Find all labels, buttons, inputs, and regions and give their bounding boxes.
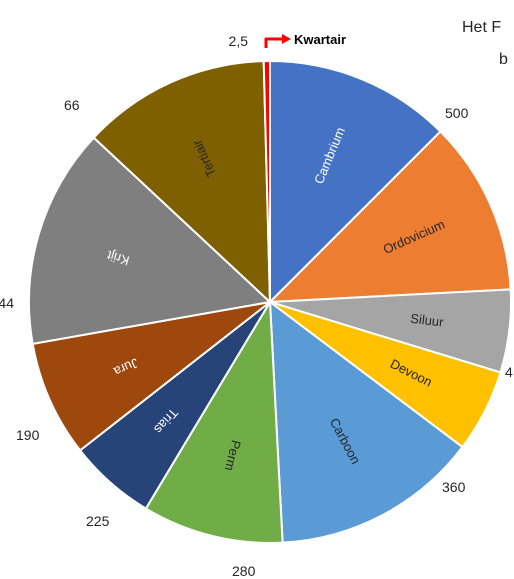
boundary-label-225: 225 [86, 513, 110, 529]
slice-perm [144, 298, 284, 544]
slice-jura [31, 301, 271, 452]
kwartair-arrowhead-icon [282, 34, 291, 44]
boundary-label-144: 144 [0, 295, 14, 311]
header-text: Het F b [462, 19, 508, 68]
kwartair-arrow-icon [264, 37, 283, 48]
slice-ordovicium [267, 130, 512, 304]
pie-slices [28, 59, 512, 544]
slice-label-perm: Perm [222, 439, 244, 473]
header-line-1: Het F [462, 19, 501, 36]
slice-kwartair [262, 59, 271, 303]
boundary-label-66: 66 [64, 97, 80, 113]
slice-cambrium [269, 59, 442, 305]
boundary-label-500: 500 [445, 105, 469, 121]
boundary-label-280: 280 [232, 563, 256, 579]
slice-tertiair [92, 60, 272, 305]
boundary-label-360: 360 [442, 479, 466, 495]
boundary-label-4: 4 [505, 364, 513, 380]
kwartair-annotation: Kwartair [264, 32, 346, 48]
kwartair-label: Kwartair [294, 32, 346, 47]
slice-carboon [268, 299, 464, 544]
boundary-label-2-5: 2,5 [229, 33, 249, 49]
header-line-2: b [499, 51, 508, 68]
slice-label-krijt: Krijt [105, 248, 131, 269]
slice-label-siluur: Siluur [410, 311, 445, 330]
boundary-label-190: 190 [16, 427, 40, 443]
slice-krijt [28, 136, 273, 346]
boundary-labels: 2,5 66 144 190 225 280 360 4 500 [0, 33, 513, 579]
